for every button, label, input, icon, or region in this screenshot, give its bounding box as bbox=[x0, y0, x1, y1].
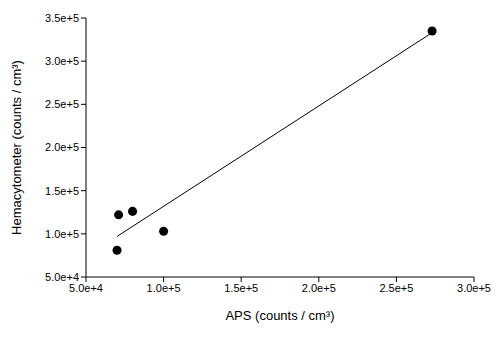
svg-text:5.0e+4: 5.0e+4 bbox=[45, 271, 79, 283]
svg-text:Hemacytometer (counts / cm³): Hemacytometer (counts / cm³) bbox=[9, 60, 24, 235]
svg-text:1.0e+5: 1.0e+5 bbox=[45, 228, 79, 240]
svg-text:2.5e+5: 2.5e+5 bbox=[45, 98, 79, 110]
svg-text:1.5e+5: 1.5e+5 bbox=[45, 185, 79, 197]
svg-text:APS (counts / cm³): APS (counts / cm³) bbox=[225, 308, 334, 323]
svg-text:2.0e+5: 2.0e+5 bbox=[302, 282, 336, 294]
svg-text:5.0e+4: 5.0e+4 bbox=[69, 282, 103, 294]
svg-text:3.0e+5: 3.0e+5 bbox=[457, 282, 491, 294]
svg-text:2.5e+5: 2.5e+5 bbox=[379, 282, 413, 294]
svg-text:1.5e+5: 1.5e+5 bbox=[224, 282, 258, 294]
svg-text:1.0e+5: 1.0e+5 bbox=[147, 282, 181, 294]
svg-text:2.0e+5: 2.0e+5 bbox=[45, 141, 79, 153]
svg-text:3.0e+5: 3.0e+5 bbox=[45, 55, 79, 67]
svg-text:3.5e+5: 3.5e+5 bbox=[45, 12, 79, 24]
